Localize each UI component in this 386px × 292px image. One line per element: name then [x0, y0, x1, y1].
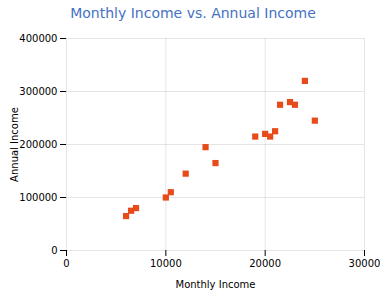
svg-text:Monthly Income: Monthly Income	[175, 279, 255, 290]
svg-text:100000: 100000	[19, 192, 57, 203]
svg-text:20000: 20000	[249, 258, 281, 269]
html-text:Monthly Income vs. Annual Inco: Monthly Income vs. Annual Income	[70, 5, 316, 21]
svg-text:300000: 300000	[19, 86, 57, 97]
svg-text:Annual Income: Annual Income	[9, 107, 20, 182]
svg-text:0: 0	[51, 245, 57, 256]
svg-text:200000: 200000	[19, 139, 57, 150]
svg-text:10000: 10000	[150, 258, 182, 269]
svg-text:30000: 30000	[349, 258, 381, 269]
svg-text:0: 0	[63, 258, 69, 269]
svg-text:400000: 400000	[19, 33, 57, 44]
